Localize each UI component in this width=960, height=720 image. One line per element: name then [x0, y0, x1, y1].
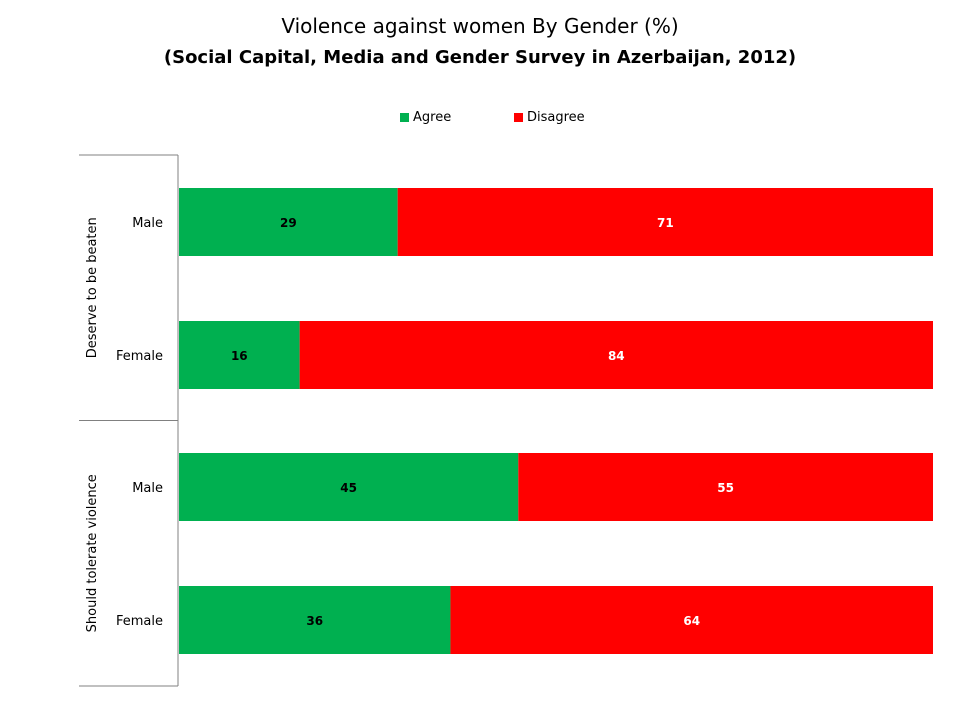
bar-disagree-3 — [450, 586, 933, 654]
chart-title: Violence against women By Gender (%) — [281, 14, 679, 38]
legend-label-disagree: Disagree — [527, 109, 585, 125]
data-label-disagree-3: 64 — [683, 614, 700, 628]
bar-disagree-2 — [518, 453, 933, 521]
bar-agree-2 — [179, 453, 519, 521]
legend-item-disagree: Disagree — [514, 107, 585, 127]
category-label-1: Female — [116, 349, 163, 364]
bar-disagree-1 — [299, 321, 933, 389]
data-label-disagree-0: 71 — [657, 216, 674, 230]
data-label-agree-1: 16 — [231, 349, 248, 363]
legend-label-agree: Agree — [413, 109, 452, 125]
data-label-disagree-2: 55 — [717, 481, 734, 495]
bar-agree-1 — [179, 321, 300, 389]
data-label-disagree-1: 84 — [608, 349, 625, 363]
legend-swatch-disagree — [514, 112, 523, 122]
bar-agree-3 — [179, 586, 451, 654]
legend-swatch-agree — [400, 112, 409, 122]
data-label-agree-3: 36 — [306, 614, 323, 628]
legend: Agree Disagree — [0, 107, 960, 127]
category-label-3: Female — [116, 614, 163, 629]
data-label-agree-2: 45 — [340, 481, 357, 495]
data-label-agree-0: 29 — [280, 216, 297, 230]
category-label-0: Male — [132, 216, 163, 231]
group-label-0: Deserve to be beaten — [85, 217, 100, 358]
bar-disagree-0 — [397, 188, 933, 256]
legend-item-agree: Agree — [400, 107, 451, 127]
chart-subtitle: (Social Capital, Media and Gender Survey… — [163, 47, 797, 68]
group-label-1: Should tolerate violence — [85, 474, 100, 632]
bar-agree-0 — [179, 188, 398, 256]
category-label-2: Male — [132, 481, 163, 496]
